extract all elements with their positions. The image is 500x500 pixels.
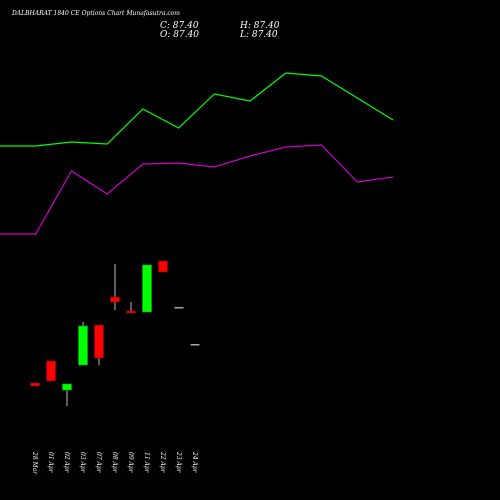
- x-tick-label: 09 Apr: [127, 452, 134, 474]
- candle-body: [158, 260, 168, 273]
- x-tick-label: 08 Apr: [111, 452, 118, 474]
- x-tick-label: 28 Mar: [31, 451, 38, 475]
- indicator-line: [0, 144, 394, 235]
- x-tick-label: 07 Apr: [95, 452, 102, 474]
- low-info: L: 87.40: [239, 30, 278, 40]
- candle-body: [174, 307, 184, 309]
- candle-body: [190, 344, 200, 346]
- x-tick-label: 01 Apr: [47, 452, 54, 474]
- x-tick-label: 02 Apr: [63, 452, 70, 474]
- x-tick-label: 03 Apr: [79, 452, 86, 474]
- candle-body: [62, 383, 72, 391]
- open-info: O: 87.40: [160, 30, 199, 40]
- x-tick-label: 22 Apr: [159, 451, 166, 474]
- candle-body: [110, 296, 120, 303]
- candle-body: [126, 310, 136, 314]
- close-info: C: 87.40: [160, 21, 199, 31]
- candle-body: [142, 264, 152, 313]
- x-tick-label: 24 Apr: [191, 451, 198, 474]
- candle-body: [94, 324, 104, 359]
- x-tick-label: 11 Apr: [143, 452, 150, 474]
- candle-body: [78, 325, 88, 366]
- indicator-line: [0, 72, 394, 147]
- chart-title: DALBHARAT 1840 CE Options Chart Munafasu…: [11, 10, 180, 17]
- x-tick-label: 23 Apr: [175, 451, 182, 474]
- candle-body: [46, 360, 56, 382]
- high-info: H: 87.40: [239, 21, 280, 31]
- candle-body: [30, 382, 40, 387]
